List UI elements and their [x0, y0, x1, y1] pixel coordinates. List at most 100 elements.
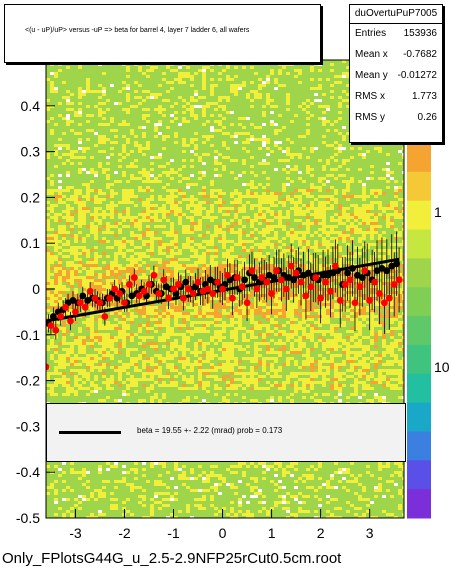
heatmap-cell [70, 237, 74, 240]
heatmap-cell [106, 255, 110, 258]
heatmap-cell [54, 399, 58, 402]
heatmap-cell [130, 111, 134, 114]
heatmap-cell [94, 315, 98, 318]
heatmap-cell [94, 381, 98, 384]
heatmap-cell [62, 330, 66, 333]
heatmap-cell [138, 66, 142, 69]
heatmap-cell [174, 69, 178, 72]
heatmap-cell [114, 168, 118, 171]
heatmap-cell [150, 366, 154, 369]
heatmap-cell [146, 222, 150, 225]
heatmap-cell [150, 216, 154, 219]
heatmap-cell [162, 105, 166, 108]
heatmap-cell [90, 234, 94, 237]
heatmap-cell [74, 234, 78, 237]
heatmap-cell [58, 507, 62, 510]
heatmap-cell [94, 390, 98, 393]
heatmap-cell [110, 516, 114, 518]
heatmap-cell [58, 465, 62, 468]
heatmap-cell [158, 471, 162, 474]
heatmap-cell [118, 168, 122, 171]
heatmap-cell [162, 120, 166, 123]
heatmap-cell [98, 501, 102, 504]
heatmap-cell [174, 336, 178, 339]
heatmap-cell [70, 270, 74, 273]
heatmap-cell [62, 195, 66, 198]
heatmap-cell [94, 264, 98, 267]
heatmap-cell [82, 219, 86, 222]
heatmap-cell [62, 498, 66, 501]
heatmap-cell [54, 297, 58, 300]
heatmap-cell [154, 69, 158, 72]
heatmap-cell [142, 69, 146, 72]
heatmap-cell [134, 165, 138, 168]
heatmap-cell [162, 156, 166, 159]
heatmap-cell [94, 270, 98, 273]
heatmap-cell [170, 204, 174, 207]
heatmap-cell [66, 171, 70, 174]
heatmap-cell [98, 477, 102, 480]
heatmap-cell [50, 309, 54, 312]
heatmap-cell [162, 138, 166, 141]
heatmap-cell [118, 69, 122, 72]
heatmap-cell [158, 357, 162, 360]
heatmap-cell [86, 159, 90, 162]
heatmap-cell [130, 228, 134, 231]
heatmap-cell [94, 246, 98, 249]
heatmap-cell [54, 93, 58, 96]
heatmap-cell [134, 189, 138, 192]
heatmap-cell [146, 291, 150, 294]
heatmap-cell [54, 486, 58, 489]
heatmap-cell [162, 510, 166, 513]
heatmap-cell [70, 345, 74, 348]
heatmap-cell [46, 117, 50, 120]
heatmap-cell [114, 225, 118, 228]
heatmap-cell [118, 285, 122, 288]
heatmap-cell [146, 312, 150, 315]
heatmap-cell [54, 510, 58, 513]
heatmap-cell [122, 390, 126, 393]
heatmap-cell [102, 288, 106, 291]
heatmap-cell [90, 237, 94, 240]
heatmap-cell [162, 492, 166, 495]
heatmap-cell [110, 108, 114, 111]
heatmap-cell [166, 81, 170, 84]
heatmap-cell [82, 135, 86, 138]
heatmap-cell [158, 318, 162, 321]
heatmap-cell [162, 132, 166, 135]
heatmap-cell [54, 255, 58, 258]
heatmap-cell [146, 471, 150, 474]
heatmap-cell [130, 315, 134, 318]
heatmap-cell [62, 69, 66, 72]
heatmap-cell [94, 126, 98, 129]
heatmap-cell [118, 111, 122, 114]
heatmap-cell [78, 69, 82, 72]
heatmap-cell [78, 516, 82, 518]
heatmap-cell [110, 393, 114, 396]
heatmap-cell [102, 231, 106, 234]
heatmap-cell [78, 171, 82, 174]
heatmap-cell [122, 246, 126, 249]
heatmap-cell [146, 333, 150, 336]
heatmap-cell [138, 351, 142, 354]
heatmap-cell [154, 225, 158, 228]
heatmap-cell [138, 117, 142, 120]
heatmap-cell [50, 186, 54, 189]
heatmap-cell [66, 267, 70, 270]
heatmap-cell [138, 237, 142, 240]
heatmap-cell [66, 477, 70, 480]
heatmap-cell [130, 309, 134, 312]
heatmap-cell [158, 63, 162, 66]
heatmap-cell [122, 153, 126, 156]
heatmap-cell [54, 378, 58, 381]
heatmap-cell [134, 333, 138, 336]
heatmap-cell [94, 219, 98, 222]
heatmap-cell [110, 513, 114, 516]
heatmap-cell [90, 507, 94, 510]
heatmap-cell [94, 165, 98, 168]
heatmap-cell [62, 264, 66, 267]
heatmap-cell [46, 330, 50, 333]
heatmap-cell [138, 201, 142, 204]
heatmap-cell [98, 246, 102, 249]
heatmap-cell [158, 78, 162, 81]
